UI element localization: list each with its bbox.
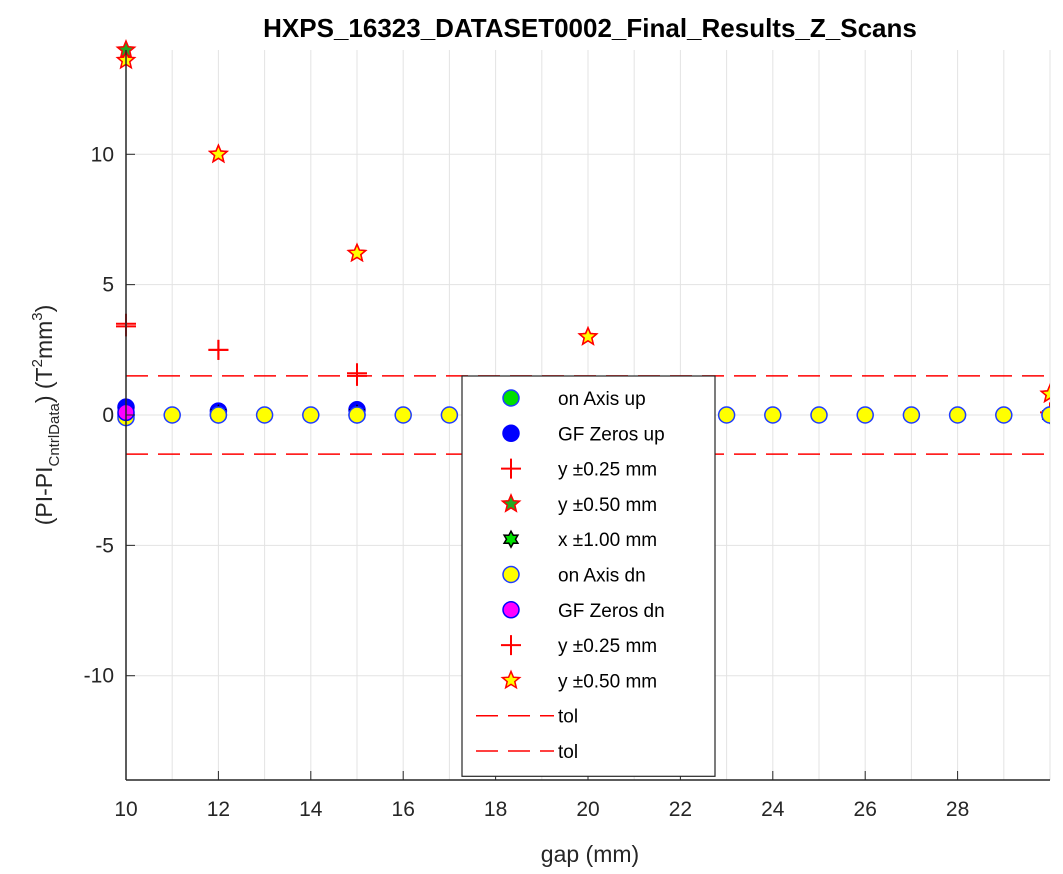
x-tick-label: 28 xyxy=(946,798,969,821)
legend-label: on Axis up xyxy=(558,389,646,410)
legend-entry: on Axis up xyxy=(502,389,646,410)
x-tick-label: 24 xyxy=(761,798,785,821)
legend-label: tol xyxy=(558,742,578,763)
legend-label: tol xyxy=(558,707,578,728)
x-tick-label: 12 xyxy=(207,798,230,821)
legend-entry: y ±0.50 mm xyxy=(500,669,657,692)
legend-entry: y ±0.25 mm xyxy=(501,458,657,481)
data-point xyxy=(948,406,967,424)
legend-entry: tol xyxy=(476,707,578,728)
legend-label: y ±0.25 mm xyxy=(558,460,657,481)
legend-entry: GF Zeros dn xyxy=(502,601,665,622)
legend-marker xyxy=(501,635,521,656)
legend-label: y ±0.25 mm xyxy=(558,636,657,657)
legend-label: y ±0.50 mm xyxy=(558,495,657,516)
data-point xyxy=(207,143,229,164)
y-tick-label: -10 xyxy=(84,665,114,688)
legend-marker xyxy=(502,424,520,443)
y-tick-label: 0 xyxy=(102,404,114,427)
data-point xyxy=(163,406,181,424)
data-point xyxy=(394,406,412,424)
legend-label: x ±1.00 mm xyxy=(558,530,657,551)
y-axis-label-unit-close: ) xyxy=(31,305,57,313)
data-point xyxy=(346,242,368,263)
legend-label: GF Zeros dn xyxy=(558,601,665,622)
x-tick-label: 20 xyxy=(576,798,599,821)
chart-title: HXPS_16323_DATASET0002_Final_Results_Z_S… xyxy=(263,13,917,43)
legend-label: y ±0.50 mm xyxy=(558,671,657,692)
data-point xyxy=(577,325,599,346)
legend-label: GF Zeros up xyxy=(558,424,665,445)
legend-marker xyxy=(502,565,520,584)
data-point xyxy=(902,406,921,424)
data-point xyxy=(764,406,782,424)
x-tick-label: 26 xyxy=(854,798,877,821)
data-point xyxy=(717,406,736,424)
data-point xyxy=(1039,383,1050,404)
x-tick-label: 22 xyxy=(669,798,692,821)
data-point xyxy=(856,406,874,424)
y-axis-label-prefix: (PI-PI xyxy=(31,467,57,526)
axes: 10 12 14 16 18 20 22 24 26 28 -10 -5 0 5 10 xyxy=(84,50,1050,821)
y-tick-label: 5 xyxy=(102,274,114,297)
y-axis-label-unit-mm: mm xyxy=(31,321,57,359)
y-axis-label-superscript-2: 3 xyxy=(29,312,46,320)
x-tick-label: 18 xyxy=(484,798,507,821)
legend-entry: tol xyxy=(476,742,578,763)
y-tick-label: 10 xyxy=(91,143,114,166)
data-point xyxy=(255,406,274,424)
data-point xyxy=(209,406,228,424)
y-axis-label: (PI-PICntrlData) (T2mm3) xyxy=(29,305,63,526)
legend-marker xyxy=(502,601,520,619)
legend-marker xyxy=(500,492,522,513)
data-point xyxy=(995,406,1013,424)
legend-entry: GF Zeros up xyxy=(502,424,665,445)
x-tick-label: 14 xyxy=(299,798,323,821)
x-axis-label: gap (mm) xyxy=(541,841,639,867)
data-point xyxy=(302,406,320,424)
x-tick-label: 10 xyxy=(114,798,137,821)
legend-marker xyxy=(502,529,520,549)
legend-entry: x ±1.00 mm xyxy=(502,529,657,551)
data-point xyxy=(208,339,229,360)
data-point xyxy=(810,406,828,424)
data-point xyxy=(440,406,459,424)
legend-marker xyxy=(502,389,520,407)
data-point xyxy=(348,406,366,424)
x-tick-label: 16 xyxy=(392,798,415,821)
legend-entry: on Axis dn xyxy=(502,565,646,587)
y-axis-label-subscript: CntrlData xyxy=(46,403,63,467)
legend-entry: y ±0.25 mm xyxy=(501,635,657,657)
data-point xyxy=(1041,406,1050,424)
legend: on Axis up GF Zeros up y ±0.25 mm y ±0.50 m… xyxy=(461,375,716,777)
legend-label: on Axis dn xyxy=(558,566,646,587)
data-point xyxy=(347,363,367,384)
y-tick-label: -5 xyxy=(95,534,114,557)
y-axis-label-superscript-1: 2 xyxy=(29,359,46,367)
legend-marker xyxy=(500,669,522,690)
legend-marker xyxy=(501,458,521,479)
y-axis-label-unit-open: ) (T xyxy=(31,367,57,403)
legend-entry: y ±0.50 mm xyxy=(500,492,657,516)
